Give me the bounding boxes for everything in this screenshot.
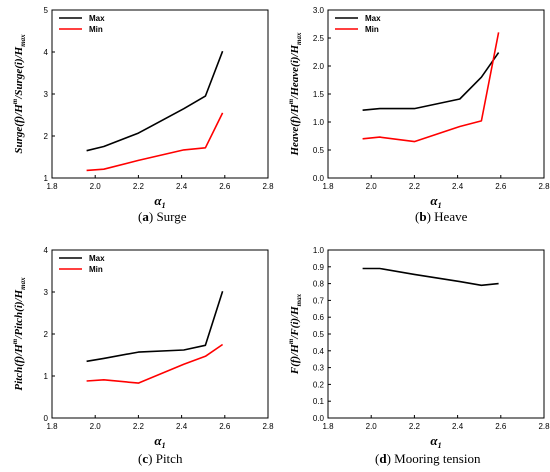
y-tick-label: 0 — [44, 414, 49, 423]
y-axis-label: Pitch(f)/Hm/Pitch(i)/Hmax — [11, 277, 27, 391]
y-tick-label: 0.0 — [313, 414, 325, 423]
x-axis-label: α1 — [154, 193, 165, 210]
x-tick-label: 2.8 — [262, 182, 274, 191]
plot-frame — [51, 9, 269, 179]
y-tick-label: 2 — [44, 132, 49, 141]
y-tick-label: 4 — [44, 246, 49, 255]
chart-3: 1.8 2.0 2.2 2.4 2.6 2.8 0.0 0.1 0.2 0.3 0.4 0.5 0.6 0… — [287, 246, 550, 466]
y-tick-label: 5 — [44, 6, 49, 15]
subfigure-caption: (a) Surge — [138, 209, 187, 224]
x-tick-label: 1.8 — [46, 422, 58, 431]
y-tick-label: 1 — [44, 372, 49, 381]
x-tick-label: 2.2 — [133, 182, 145, 191]
plot-frame — [51, 249, 269, 419]
series-line-max — [362, 52, 500, 111]
legend-label-min: Min — [365, 25, 379, 34]
series-line-0 — [362, 267, 499, 287]
x-tick-label: 2.8 — [538, 422, 550, 431]
x-tick-label: 1.8 — [322, 422, 334, 431]
series-line-min — [86, 343, 224, 384]
x-tick-label: 2.8 — [538, 182, 550, 191]
x-tick-label: 2.4 — [452, 422, 464, 431]
y-tick-label: 3 — [44, 288, 49, 297]
x-tick-label: 2.0 — [90, 182, 102, 191]
series-line-min — [86, 112, 224, 172]
plot-frame — [327, 249, 545, 419]
x-tick-label: 1.8 — [322, 182, 334, 191]
y-tick-label: 3.0 — [313, 6, 325, 15]
x-tick-label: 2.0 — [366, 182, 378, 191]
x-tick-label: 2.6 — [495, 182, 507, 191]
x-axis-label: α1 — [154, 433, 165, 450]
subfigure-caption: (b) Heave — [415, 209, 468, 224]
x-axis-label: α1 — [430, 433, 441, 450]
x-tick-label: 2.4 — [176, 422, 188, 431]
x-tick-label: 2.2 — [133, 422, 145, 431]
y-tick-label: 0.5 — [313, 330, 325, 339]
x-tick-label: 2.6 — [219, 182, 231, 191]
y-tick-label: 1 — [44, 174, 49, 183]
legend-label-max: Max — [89, 254, 105, 263]
x-tick-label: 2.0 — [366, 422, 378, 431]
x-axis-label: α1 — [430, 193, 441, 210]
x-tick-label: 2.2 — [409, 422, 421, 431]
legend-label-max: Max — [365, 14, 381, 23]
series-line-max — [86, 290, 224, 363]
series-line-max — [86, 50, 224, 152]
x-tick-label: 1.8 — [46, 182, 58, 191]
y-tick-label: 4 — [44, 48, 49, 57]
subfigure-caption: (c) Pitch — [138, 451, 183, 466]
x-tick-label: 2.6 — [219, 422, 231, 431]
legend-label-min: Min — [89, 265, 103, 274]
y-tick-label: 1.0 — [313, 246, 325, 255]
y-tick-label: 0.5 — [313, 146, 325, 155]
chart-2: 1.8 2.0 2.2 2.4 2.6 2.8 0 1 2 3 4 α1 Pitch(f)/Hm/Pit… — [11, 246, 274, 466]
y-axis-label: Surge(f)/Hm/Surge(i)/Hmax — [11, 34, 27, 154]
y-tick-label: 0.7 — [313, 296, 325, 305]
y-tick-label: 1.5 — [313, 90, 325, 99]
x-tick-label: 2.4 — [452, 182, 464, 191]
y-tick-label: 0.6 — [313, 313, 325, 322]
chart-1: 1.8 2.0 2.2 2.4 2.6 2.8 0.0 0.5 1.0 1.5 2.0 2.5 3.0 α… — [287, 6, 550, 224]
subfigure-caption: (d) Mooring tension — [375, 451, 481, 466]
y-axis-label: Heave(f)/Hm/Heave(i)/Hmax — [287, 32, 303, 156]
y-tick-label: 0.3 — [313, 364, 325, 373]
legend-label-max: Max — [89, 14, 105, 23]
x-tick-label: 2.8 — [262, 422, 274, 431]
x-tick-label: 2.0 — [90, 422, 102, 431]
series-line-min — [362, 32, 500, 143]
x-tick-label: 2.2 — [409, 182, 421, 191]
x-tick-label: 2.6 — [495, 422, 507, 431]
y-axis-label: F(f)/Hm/F(i)/Hmax — [287, 293, 303, 375]
y-tick-label: 2.0 — [313, 62, 325, 71]
legend-label-min: Min — [89, 25, 103, 34]
plot-frame — [327, 9, 545, 179]
y-tick-label: 3 — [44, 90, 49, 99]
y-tick-label: 0.1 — [313, 397, 325, 406]
y-tick-label: 2 — [44, 330, 49, 339]
y-tick-label: 0.4 — [313, 347, 325, 356]
y-tick-label: 0.9 — [313, 263, 325, 272]
y-tick-label: 0.2 — [313, 380, 325, 389]
x-tick-label: 2.4 — [176, 182, 188, 191]
y-tick-label: 0.0 — [313, 174, 325, 183]
y-tick-label: 2.5 — [313, 34, 325, 43]
y-tick-label: 0.8 — [313, 280, 325, 289]
chart-0: 1.8 2.0 2.2 2.4 2.6 2.8 1 2 3 4 5 α1 Surge(f)/Hm/Sur… — [11, 6, 274, 224]
y-tick-label: 1.0 — [313, 118, 325, 127]
